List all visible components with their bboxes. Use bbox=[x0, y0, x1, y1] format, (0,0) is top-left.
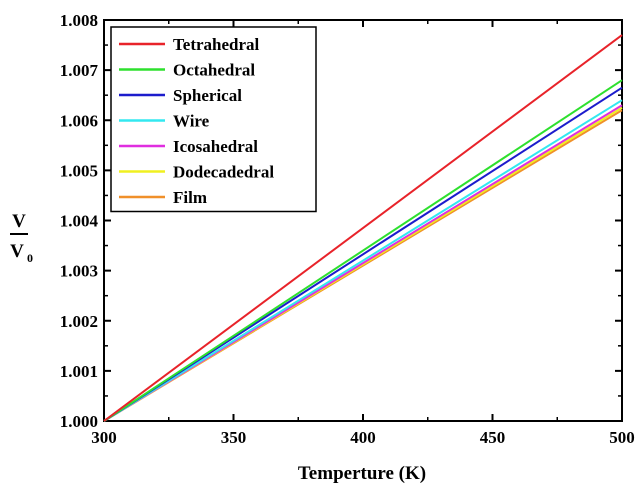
y-tick-label: 1.001 bbox=[60, 362, 98, 381]
y-tick-label: 1.005 bbox=[60, 161, 98, 180]
y-tick-label: 1.004 bbox=[60, 212, 99, 231]
series-line-spherical bbox=[103, 86, 623, 422]
legend-label-tetrahedral: Tetrahedral bbox=[173, 35, 260, 54]
legend-label-spherical: Spherical bbox=[173, 86, 242, 105]
y-tick-label: 1.008 bbox=[60, 11, 98, 30]
legend: Tetrahedral Octahedral Spherical Wire Icosah… bbox=[110, 26, 317, 213]
y-tick-label: 1.007 bbox=[60, 61, 99, 80]
y-axis-title-subscript: 0 bbox=[27, 251, 33, 265]
series-line-octahedral bbox=[103, 79, 623, 422]
legend-label-film: Film bbox=[173, 188, 207, 207]
x-tick-label: 300 bbox=[91, 428, 117, 447]
x-axis-title: Temperture (K) bbox=[298, 463, 426, 484]
y-tick-label: 1.002 bbox=[60, 312, 98, 331]
legend-label-wire: Wire bbox=[173, 112, 210, 131]
y-axis-title-denominator: V bbox=[10, 241, 24, 262]
legend-label-dodecadedral: Dodecadedral bbox=[173, 163, 274, 182]
y-tick-label: 1.003 bbox=[60, 262, 98, 281]
series-line-wire bbox=[103, 99, 623, 422]
y-tick-label: 1.000 bbox=[60, 412, 98, 431]
x-tick-label: 450 bbox=[480, 428, 506, 447]
series-line-tetrahedral bbox=[103, 34, 623, 422]
x-tick-label: 500 bbox=[609, 428, 635, 447]
x-tick-label: 350 bbox=[221, 428, 247, 447]
axes-layer: 300 350 400 450 500 1.000 1.001 1.002 1.003 1.004… bbox=[60, 11, 635, 447]
y-axis-title-numerator: V bbox=[12, 211, 26, 232]
y-axis-title: V V 0 bbox=[10, 211, 33, 265]
series-layer bbox=[103, 34, 623, 422]
y-tick-label: 1.006 bbox=[60, 111, 98, 130]
x-tick-label: 400 bbox=[350, 428, 376, 447]
legend-label-icosahedral: Icosahedral bbox=[173, 137, 258, 156]
legend-label-octahedral: Octahedral bbox=[173, 61, 255, 80]
